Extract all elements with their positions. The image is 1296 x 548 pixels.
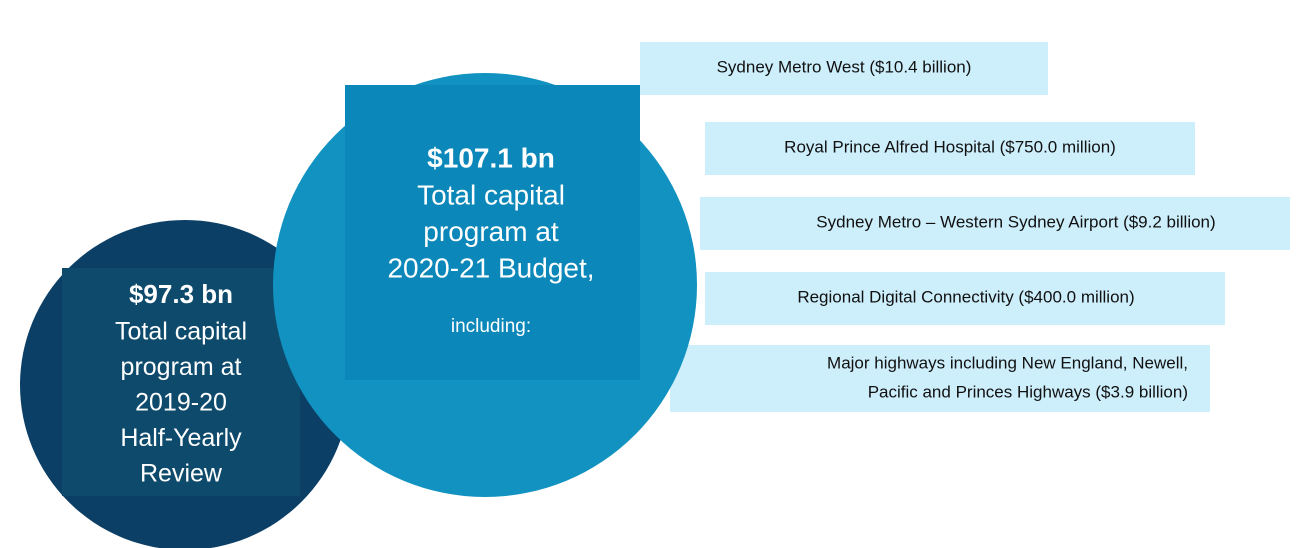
item-text: Pacific and Princes Highways ($3.9 billi… (868, 382, 1188, 401)
item-box (705, 122, 1195, 175)
item-box (700, 197, 1290, 250)
right-panel (345, 85, 640, 380)
item-text: Regional Digital Connectivity ($400.0 mi… (797, 287, 1134, 306)
item-text: Sydney Metro – Western Sydney Airport ($… (816, 212, 1215, 231)
left-panel (62, 268, 300, 496)
right-line: Total capital (417, 179, 565, 210)
right-note: including: (451, 316, 531, 337)
left-line: Half-Yearly (120, 424, 242, 452)
left-amount: $97.3 bn (129, 279, 233, 309)
right-amount: $107.1 bn (427, 142, 555, 173)
left-line: 2019-20 (135, 389, 227, 417)
right-line: 2020-21 Budget, (387, 252, 594, 283)
item-text: Sydney Metro West ($10.4 billion) (717, 57, 972, 76)
right-line: program at (423, 216, 559, 247)
item-text: Major highways including New England, Ne… (827, 353, 1188, 372)
item-text: Royal Prince Alfred Hospital ($750.0 mil… (784, 137, 1116, 156)
item-box (670, 345, 1210, 412)
item-box (640, 42, 1048, 95)
left-line: Review (140, 460, 223, 488)
left-line: Total capital (115, 318, 247, 346)
left-line: program at (121, 353, 242, 381)
item-box (705, 272, 1225, 325)
